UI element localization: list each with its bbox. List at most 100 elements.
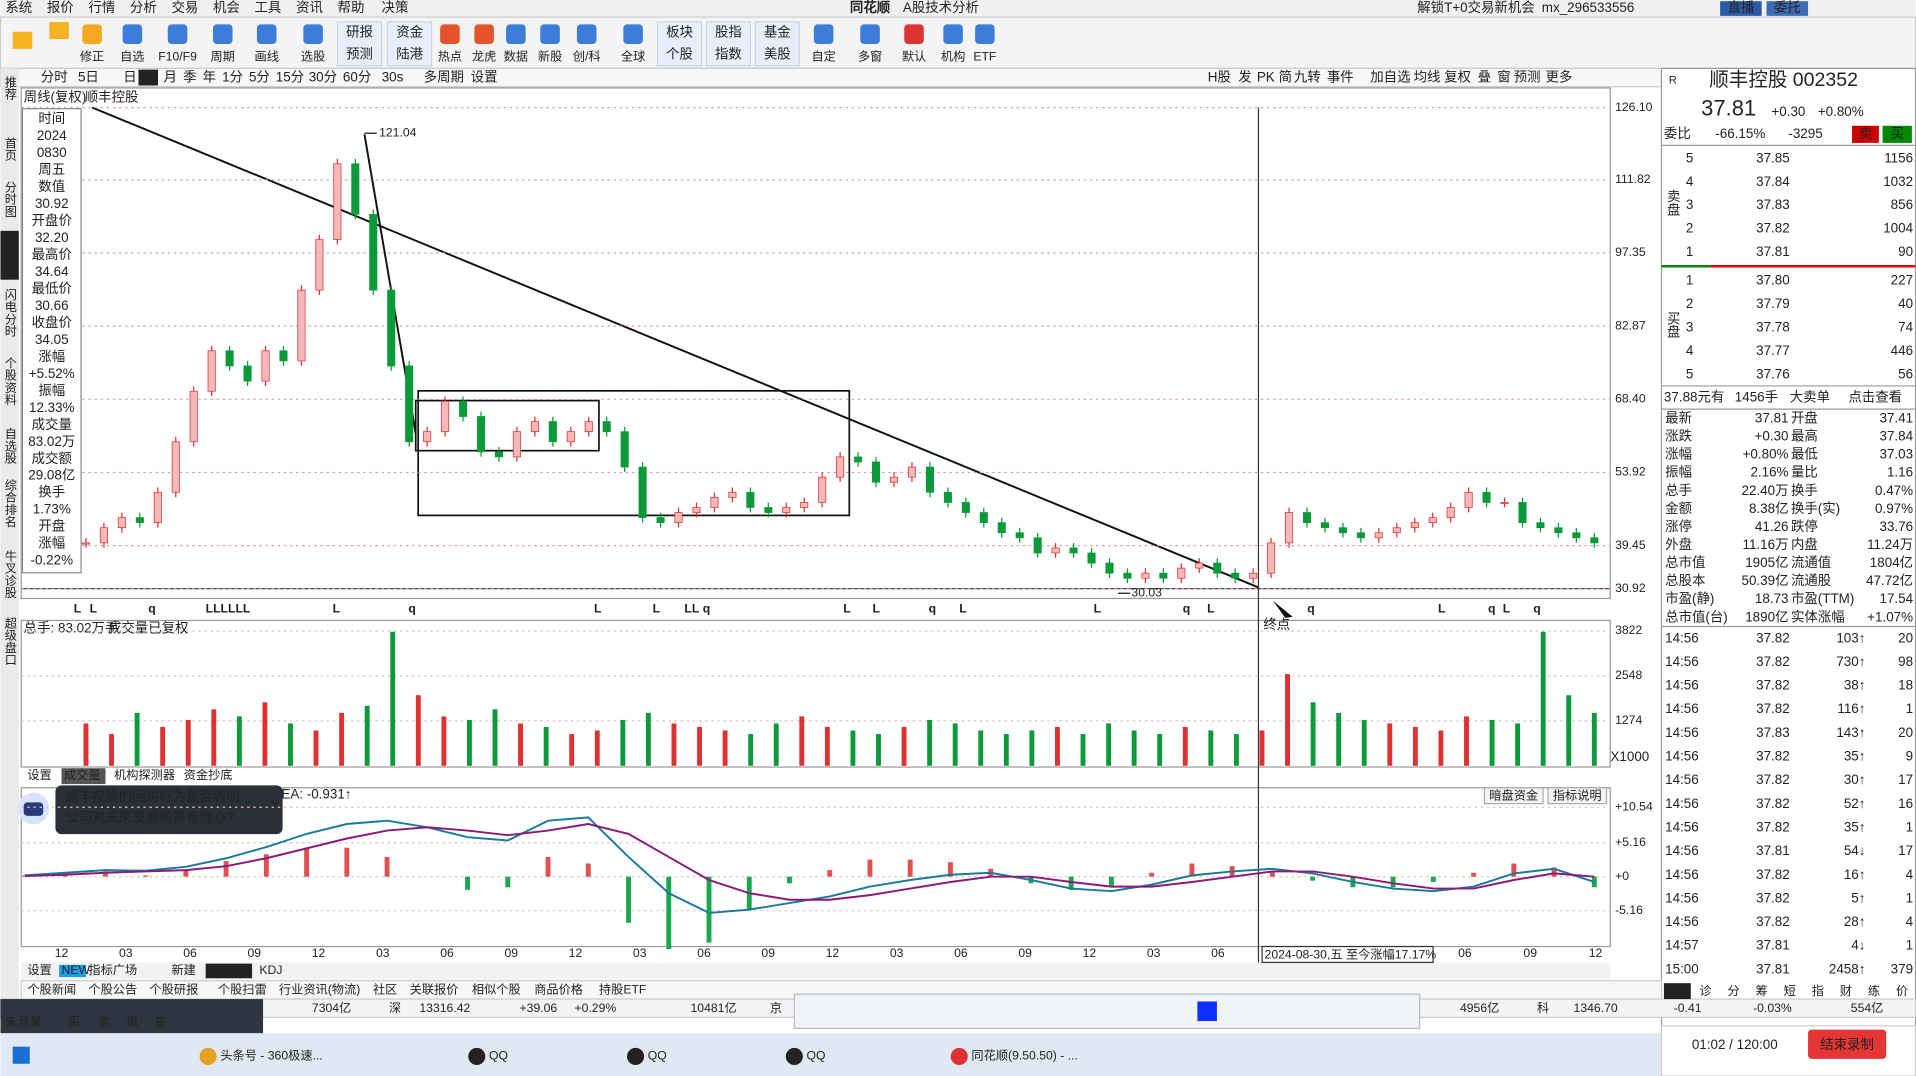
tool-label[interactable]: 数据: [504, 49, 528, 64]
event-marker[interactable]: L: [1438, 602, 1446, 616]
period[interactable]: 1分: [222, 70, 243, 85]
tool-icon[interactable]: [212, 24, 233, 44]
tool-label[interactable]: 新股: [538, 49, 562, 64]
chart-tool[interactable]: 加自选: [1370, 70, 1410, 85]
quote-tab[interactable]: 诊: [1699, 984, 1711, 998]
indicator-tab[interactable]: 资金抄底: [184, 767, 233, 782]
tool-label[interactable]: 选股: [301, 50, 325, 64]
start-button[interactable]: [12, 1046, 30, 1064]
tab-selected[interactable]: [1663, 983, 1691, 1000]
quote-tab[interactable]: 短: [1784, 984, 1796, 998]
tool-label[interactable]: 股指: [715, 25, 742, 40]
top-button[interactable]: [1766, 1, 1809, 16]
news-tab[interactable]: 持股ETF: [599, 982, 646, 997]
macd-button[interactable]: [1483, 787, 1544, 805]
macd-button-label[interactable]: 指标说明: [1553, 788, 1602, 803]
tool-label[interactable]: 板块: [666, 25, 693, 40]
tool-label[interactable]: 研报: [346, 25, 373, 40]
event-marker[interactable]: q: [1533, 602, 1540, 616]
tool-pair[interactable]: [336, 21, 383, 67]
stop-button[interactable]: [1808, 1029, 1887, 1059]
tool-icon[interactable]: [943, 24, 963, 44]
menu-item[interactable]: 报价: [47, 0, 74, 15]
sidebar-item[interactable]: K线图: [3, 234, 17, 267]
sidebar-item[interactable]: 个股资料: [3, 356, 17, 405]
event-marker[interactable]: L: [843, 602, 851, 616]
tool-icon[interactable]: [576, 24, 597, 44]
sidebar-item[interactable]: 自选股: [3, 427, 17, 464]
tool-label[interactable]: 基金: [764, 24, 791, 40]
tool-label[interactable]: 预测: [346, 47, 373, 62]
app-icon[interactable]: [950, 1047, 968, 1066]
news-tab[interactable]: 关联报价: [410, 982, 459, 997]
tool-label[interactable]: F10/F9: [158, 50, 197, 64]
menu-item[interactable]: 交易: [171, 0, 198, 15]
event-marker[interactable]: L: [1503, 602, 1511, 616]
tool-label[interactable]: 多窗: [858, 50, 882, 64]
indicator-tab[interactable]: 机构探测器: [114, 767, 175, 782]
trade-button[interactable]: 未登录: [5, 1013, 42, 1028]
tool-icon[interactable]: [860, 24, 880, 44]
event-marker[interactable]: LLLLLL: [206, 602, 251, 616]
draw-color[interactable]: [1197, 1001, 1217, 1022]
tool-icon[interactable]: [904, 24, 924, 44]
period[interactable]: 多周期: [424, 69, 464, 85]
tool-pair[interactable]: [705, 21, 751, 67]
chart-tool[interactable]: 窗: [1497, 69, 1510, 85]
chart-tool[interactable]: 九转: [1294, 70, 1321, 85]
quote-tab[interactable]: 筹: [1756, 984, 1768, 998]
menu-item[interactable]: 行情: [88, 0, 115, 15]
sidebar-item[interactable]: 闪电分时: [3, 288, 17, 337]
taskbar-app[interactable]: QQ: [648, 1049, 667, 1063]
stop-label[interactable]: 结束录制: [1820, 1037, 1874, 1052]
tool-label[interactable]: 机构: [941, 49, 965, 64]
app-icon[interactable]: [785, 1047, 803, 1066]
top-button-label[interactable]: 直播: [1727, 0, 1754, 15]
news-tab[interactable]: 个股研报: [149, 982, 198, 997]
quote-tab[interactable]: 价: [1896, 984, 1908, 998]
event-marker[interactable]: q: [703, 602, 710, 616]
big-order[interactable]: 点击查看: [1848, 390, 1902, 405]
tool-icon[interactable]: [122, 24, 143, 44]
period[interactable]: 30s: [382, 70, 404, 85]
event-marker[interactable]: L: [333, 602, 341, 616]
period[interactable]: 15分: [276, 70, 304, 85]
tool-label[interactable]: 画线: [255, 50, 279, 64]
back-icon[interactable]: [12, 31, 33, 49]
tool-icon[interactable]: [256, 24, 277, 44]
tool-label[interactable]: 陆港: [396, 47, 423, 62]
buy-button-label[interactable]: 买: [1890, 126, 1903, 141]
macd-button[interactable]: [1547, 787, 1608, 805]
ai-popup[interactable]: [55, 785, 283, 835]
tool-label[interactable]: 创/科: [573, 50, 601, 64]
tool-icon[interactable]: [82, 24, 102, 44]
top-button[interactable]: [1720, 1, 1762, 16]
quote-tab[interactable]: 练: [1868, 983, 1880, 998]
chart-tool[interactable]: 预测: [1514, 70, 1541, 85]
event-marker[interactable]: q: [148, 602, 155, 616]
event-marker[interactable]: q: [1183, 602, 1190, 616]
bottom-tab[interactable]: MACD: [211, 963, 247, 977]
tool-label[interactable]: ETF: [973, 50, 996, 64]
tool-label[interactable]: 自定: [811, 49, 835, 64]
sidebar-item[interactable]: 分时图: [3, 181, 17, 218]
tool-label[interactable]: 热点: [438, 50, 462, 64]
event-marker[interactable]: q: [1488, 602, 1495, 616]
tool-label[interactable]: 自选: [120, 50, 144, 64]
trade-button[interactable]: 撤: [126, 1013, 138, 1028]
news-tab[interactable]: 社区: [373, 982, 397, 997]
chart-tool[interactable]: PK: [1257, 70, 1275, 85]
event-marker[interactable]: L: [74, 602, 82, 616]
chart-tool[interactable]: 叠: [1478, 70, 1491, 85]
chart-tool[interactable]: H股: [1208, 70, 1231, 85]
quote-tab[interactable]: 细: [1671, 984, 1683, 998]
sell-button[interactable]: [1852, 125, 1879, 143]
bottom-tab[interactable]: NEW: [62, 963, 91, 977]
sidebar-item[interactable]: 综合排名: [3, 479, 17, 528]
quote-tab[interactable]: 指: [1812, 983, 1824, 998]
top-button-label[interactable]: 委托: [1774, 0, 1801, 15]
event-marker[interactable]: q: [929, 602, 936, 616]
indicator-tab[interactable]: 设置: [27, 768, 51, 782]
tool-icon[interactable]: [167, 24, 188, 44]
period[interactable]: 设置: [471, 70, 498, 85]
